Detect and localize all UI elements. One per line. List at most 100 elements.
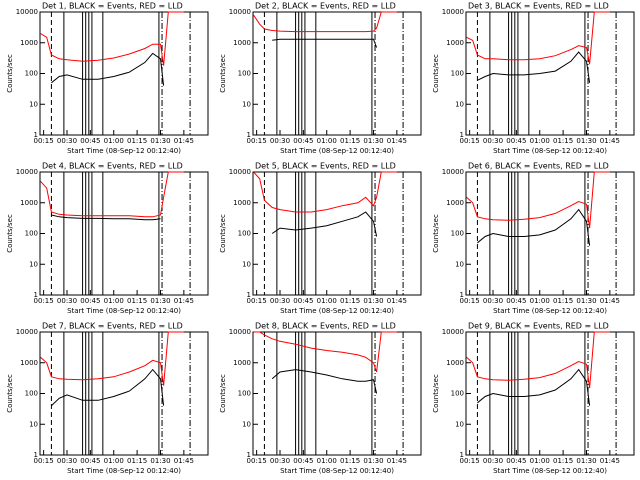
x-tick-label: 01:45 [600, 457, 620, 465]
y-tick-label: 10 [242, 100, 251, 108]
x-tick-label: 00:30 [270, 457, 290, 465]
y-axis-label: Counts/sec [6, 54, 14, 93]
x-tick-label: 01:00 [317, 297, 337, 305]
x-tick-label: 01:45 [174, 457, 194, 465]
y-tick-label: 10 [242, 260, 251, 268]
x-tick-label: 00:30 [483, 297, 503, 305]
plot-frame [465, 171, 635, 296]
y-tick-label: 1000 [233, 39, 251, 47]
x-tick-label: 01:45 [600, 297, 620, 305]
y-tick-label: 10 [29, 260, 38, 268]
y-tick-label: 100 [25, 390, 38, 398]
chart-title: Det 6, BLACK = Events, RED = LLD [468, 162, 609, 171]
y-tick-label: 1 [34, 291, 38, 299]
y-tick-label: 1000 [446, 359, 464, 367]
y-tick-label: 10000 [16, 328, 38, 336]
plot-frame [465, 331, 635, 456]
y-tick-label: 1 [247, 131, 251, 139]
x-tick-label: 01:00 [104, 457, 124, 465]
x-tick-label: 01:30 [363, 457, 383, 465]
x-tick-label: 01:45 [387, 297, 407, 305]
y-axis-label: Counts/sec [219, 54, 227, 93]
x-tick-label: 00:45 [293, 457, 313, 465]
y-axis-label: Counts/sec [6, 214, 14, 253]
y-axis-label: Counts/sec [432, 214, 440, 253]
x-tick-label: 00:45 [506, 297, 526, 305]
y-tick-label: 1000 [20, 359, 38, 367]
series-line [477, 51, 591, 83]
x-tick-label: 01:30 [576, 297, 596, 305]
chart-title: Det 7, BLACK = Events, RED = LLD [42, 322, 183, 331]
x-tick-label: 01:45 [600, 137, 620, 145]
chart-title: Det 5, BLACK = Events, RED = LLD [255, 162, 396, 171]
y-axis-label: Counts/sec [432, 54, 440, 93]
series-line [272, 38, 378, 48]
y-tick-label: 100 [451, 70, 464, 78]
x-tick-label: 01:30 [363, 297, 383, 305]
x-tick-label: 00:45 [80, 457, 100, 465]
x-tick-label: 01:00 [317, 137, 337, 145]
y-tick-label: 10 [455, 100, 464, 108]
y-tick-label: 10000 [442, 328, 464, 336]
x-axis-label: Start Time (08-Sep-12 00:12:40) [280, 147, 394, 155]
y-tick-label: 100 [238, 70, 251, 78]
plot-frame [39, 171, 209, 296]
x-tick-label: 00:45 [293, 297, 313, 305]
x-tick-label: 01:30 [150, 457, 170, 465]
x-tick-label: 00:30 [57, 457, 77, 465]
series-line [51, 214, 161, 221]
x-axis-label: Start Time (08-Sep-12 00:12:40) [493, 307, 607, 315]
series-line [466, 331, 610, 389]
series-line [466, 171, 610, 229]
x-tick-label: 01:30 [150, 137, 170, 145]
x-tick-label: 01:00 [104, 137, 124, 145]
x-tick-label: 01:30 [576, 137, 596, 145]
plot-frame [252, 171, 422, 296]
x-tick-label: 00:15 [34, 457, 54, 465]
y-tick-label: 10 [242, 420, 251, 428]
series-line [253, 11, 397, 33]
x-tick-label: 00:15 [460, 297, 480, 305]
series-line [271, 211, 378, 237]
x-tick-label: 01:45 [174, 137, 194, 145]
y-tick-label: 10 [29, 420, 38, 428]
x-tick-label: 01:15 [553, 297, 573, 305]
y-tick-label: 1 [460, 131, 464, 139]
x-tick-label: 00:30 [483, 457, 503, 465]
y-tick-label: 1000 [233, 359, 251, 367]
x-tick-label: 01:15 [127, 137, 147, 145]
series-line [477, 208, 591, 246]
x-tick-label: 01:45 [387, 457, 407, 465]
series-line [51, 52, 165, 86]
y-tick-label: 10000 [442, 168, 464, 176]
x-tick-label: 01:45 [174, 297, 194, 305]
y-tick-label: 1000 [233, 199, 251, 207]
x-tick-label: 01:00 [530, 137, 550, 145]
chart-title: Det 4, BLACK = Events, RED = LLD [42, 162, 183, 171]
x-tick-label: 01:45 [387, 137, 407, 145]
chart-title: Det 3, BLACK = Events, RED = LLD [468, 2, 609, 11]
plot-frame [465, 11, 635, 136]
chart-title: Det 8, BLACK = Events, RED = LLD [255, 322, 396, 331]
x-tick-label: 00:15 [460, 137, 480, 145]
x-tick-label: 00:15 [247, 297, 267, 305]
y-tick-label: 10 [29, 100, 38, 108]
x-tick-label: 00:45 [506, 137, 526, 145]
x-axis-label: Start Time (08-Sep-12 00:12:40) [67, 147, 181, 155]
series-line [253, 171, 397, 213]
x-tick-label: 01:00 [530, 297, 550, 305]
x-tick-label: 01:30 [363, 137, 383, 145]
series-line [253, 331, 397, 373]
x-tick-label: 01:15 [340, 137, 360, 145]
x-tick-label: 01:15 [553, 137, 573, 145]
x-tick-label: 00:15 [34, 137, 54, 145]
y-tick-label: 1000 [446, 199, 464, 207]
series-line [466, 11, 610, 65]
y-tick-label: 1000 [20, 199, 38, 207]
x-tick-label: 00:45 [293, 137, 313, 145]
x-tick-label: 01:15 [127, 457, 147, 465]
y-tick-label: 10 [455, 260, 464, 268]
y-tick-label: 100 [451, 390, 464, 398]
y-axis-label: Counts/sec [219, 374, 227, 413]
y-tick-label: 10000 [16, 8, 38, 16]
